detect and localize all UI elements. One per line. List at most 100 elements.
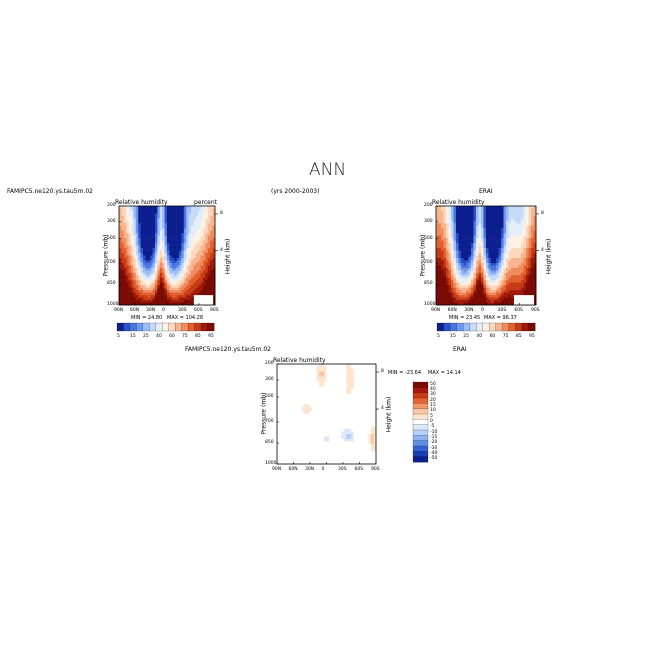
heat-cell	[441, 272, 444, 276]
heat-cell	[147, 275, 151, 279]
x-tick-label: 90S	[371, 467, 380, 472]
heat-cell	[366, 426, 369, 430]
heat-cell	[508, 260, 512, 264]
heat-cell	[133, 220, 137, 224]
heat-cell	[456, 243, 459, 246]
heat-cell	[451, 233, 454, 236]
heat-cell	[164, 300, 168, 303]
heat-cell	[328, 406, 332, 410]
heat-cell	[503, 277, 507, 281]
heat-cell	[140, 215, 144, 219]
heat-cell	[135, 218, 139, 222]
heat-cell	[281, 459, 285, 462]
heat-cell	[289, 461, 293, 465]
heat-cell	[351, 444, 355, 447]
heat-cell	[436, 230, 439, 234]
colorbar-swatch	[412, 440, 429, 447]
heat-cell	[319, 441, 322, 445]
heat-cell	[498, 223, 502, 227]
heat-cell	[471, 230, 474, 234]
heat-cell	[466, 250, 469, 254]
heat-cell	[351, 441, 355, 445]
heat-cell	[281, 424, 285, 427]
heat-cell	[299, 399, 303, 402]
heat-cell	[481, 215, 484, 219]
heat-cell	[503, 272, 507, 276]
heat-cell	[291, 369, 295, 372]
heat-cell	[212, 262, 216, 266]
heat-cell	[448, 206, 452, 209]
heat-cell	[478, 265, 482, 269]
heat-cell	[159, 243, 163, 246]
heat-cell	[358, 439, 362, 442]
heat-cell	[501, 215, 504, 219]
heat-cell	[516, 257, 519, 261]
heat-cell	[456, 282, 459, 286]
heat-cell	[126, 295, 129, 298]
heat-cell	[356, 426, 359, 430]
heat-cell	[304, 399, 307, 402]
heat-cell	[281, 461, 285, 465]
heat-cell	[528, 280, 532, 284]
heat-cell	[521, 270, 524, 274]
heat-cell	[321, 431, 325, 435]
heat-cell	[363, 436, 367, 440]
heat-cell	[483, 302, 487, 306]
heat-cell	[145, 292, 149, 296]
heat-cell	[373, 376, 377, 380]
heat-cell	[476, 287, 479, 291]
heat-cell	[443, 206, 447, 209]
heat-cell	[133, 265, 137, 269]
x-tick-label: 0	[481, 308, 484, 313]
heat-cell	[135, 277, 139, 281]
heat-cell	[121, 228, 125, 232]
heat-cell	[123, 215, 127, 219]
heat-cell	[476, 295, 479, 298]
heat-cell	[188, 206, 192, 209]
heat-cell	[309, 411, 312, 415]
heat-cell	[286, 411, 290, 415]
heat-cell	[478, 262, 482, 266]
heat-cell	[203, 280, 206, 284]
heat-cell	[501, 265, 504, 269]
heat-cell	[301, 439, 305, 442]
heat-cell	[207, 206, 211, 209]
heat-cell	[126, 223, 129, 227]
heat-cell	[518, 272, 522, 276]
heat-cell	[366, 381, 369, 385]
heat-cell	[301, 384, 305, 387]
heat-cell	[200, 255, 204, 259]
heat-cell	[468, 275, 472, 279]
heat-cell	[503, 243, 507, 246]
heat-cell	[458, 215, 462, 219]
heat-cell	[526, 223, 529, 227]
heat-cell	[368, 444, 372, 447]
heat-cell	[321, 444, 325, 447]
heat-cell	[453, 245, 457, 249]
heat-cell	[157, 262, 161, 266]
heat-cell	[356, 366, 359, 370]
heat-cell	[152, 257, 156, 261]
heat-cell	[281, 426, 285, 430]
heat-cell	[176, 250, 180, 254]
heat-cell	[311, 406, 315, 410]
heat-cell	[326, 389, 330, 392]
heat-cell	[466, 240, 469, 244]
heat-cell	[281, 431, 285, 435]
heat-cell	[126, 225, 129, 229]
heat-cell	[309, 419, 312, 422]
heat-cell	[212, 225, 216, 229]
heat-cell	[145, 213, 149, 217]
heat-cell	[358, 404, 362, 407]
heat-cell	[159, 285, 163, 288]
heat-cell	[436, 295, 439, 298]
heat-cell	[128, 215, 132, 219]
heat-cell	[353, 419, 357, 422]
heat-cell	[319, 394, 322, 397]
heat-cell	[503, 228, 507, 232]
heat-cell	[138, 290, 141, 293]
heat-cell	[493, 297, 497, 301]
heat-cell	[506, 292, 509, 296]
heat-cell	[164, 285, 168, 288]
heat-cell	[498, 275, 502, 279]
